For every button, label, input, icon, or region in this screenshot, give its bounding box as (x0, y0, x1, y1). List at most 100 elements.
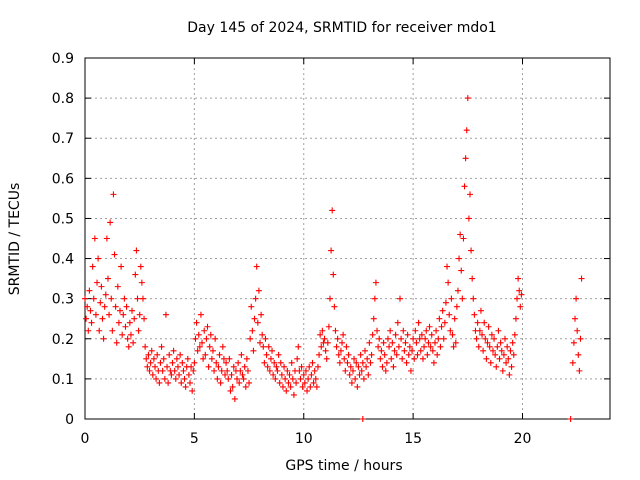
data-point (577, 335, 584, 342)
data-point (284, 367, 291, 374)
data-point (249, 327, 256, 334)
data-point (189, 387, 196, 394)
data-point (157, 359, 164, 366)
data-point (323, 355, 330, 362)
data-point (461, 183, 468, 190)
data-point (195, 331, 202, 338)
data-point (477, 307, 484, 314)
data-point (266, 367, 273, 374)
data-point (401, 347, 408, 354)
data-point (201, 327, 208, 334)
data-point (311, 367, 318, 374)
y-axis-label: SRMTID / TECUs (7, 183, 23, 296)
data-point (471, 311, 478, 318)
data-point (379, 363, 386, 370)
data-point (450, 343, 457, 350)
data-point (160, 355, 167, 362)
data-point (142, 343, 149, 350)
data-point (380, 339, 387, 346)
data-point (515, 275, 522, 282)
data-point (202, 351, 209, 358)
data-point (196, 343, 203, 350)
data-point (381, 351, 388, 358)
data-point (261, 359, 268, 366)
data-point (295, 343, 302, 350)
data-point (327, 295, 333, 302)
data-point (463, 127, 470, 134)
data-point (197, 311, 204, 318)
data-point (192, 335, 199, 342)
data-point (400, 327, 407, 334)
data-point (131, 315, 138, 322)
data-point (125, 343, 132, 350)
data-point (218, 367, 225, 374)
data-point (417, 347, 424, 354)
data-point (248, 303, 255, 310)
data-point (199, 339, 206, 346)
data-point (86, 287, 93, 294)
data-point-isolated (567, 416, 574, 422)
data-point (518, 291, 525, 298)
data-point (403, 359, 410, 366)
data-point (161, 375, 168, 382)
data-point (307, 383, 314, 390)
data-point (230, 363, 237, 370)
data-point (241, 363, 248, 370)
data-point (360, 375, 367, 382)
data-point (226, 355, 233, 362)
data-series-mdo1 (82, 95, 585, 422)
data-point (120, 311, 127, 318)
data-point (305, 375, 312, 382)
data-point (288, 359, 295, 366)
data-point (253, 263, 260, 270)
data-point (576, 367, 583, 374)
data-point (321, 335, 328, 342)
data-point (182, 383, 189, 390)
data-point (488, 331, 495, 338)
data-point (258, 311, 265, 318)
data-point (178, 379, 185, 386)
data-point (448, 295, 455, 302)
data-point (367, 359, 374, 366)
data-point (246, 379, 253, 386)
data-point (499, 367, 506, 374)
data-point (289, 375, 296, 382)
data-point (84, 303, 91, 310)
x-tick-label: 10 (295, 431, 313, 447)
data-point-isolated (359, 416, 366, 422)
data-point (229, 383, 236, 390)
data-point (203, 335, 210, 342)
data-point (412, 327, 419, 334)
data-point (283, 387, 290, 394)
data-point (393, 351, 400, 358)
data-point (570, 339, 577, 346)
data-point (150, 355, 157, 362)
data-point (83, 315, 90, 322)
data-point (138, 279, 145, 286)
y-tick-label: 0.2 (52, 332, 74, 348)
data-point (506, 371, 513, 378)
data-point (439, 307, 446, 314)
data-point (152, 363, 158, 370)
data-point (181, 375, 188, 382)
data-point (516, 287, 523, 294)
data-point (500, 351, 507, 358)
data-point (508, 363, 515, 370)
data-point (240, 375, 247, 382)
data-point (133, 247, 140, 254)
data-point (299, 383, 306, 390)
data-point (96, 327, 103, 334)
data-point (507, 347, 514, 354)
data-point (364, 355, 371, 362)
data-point (204, 323, 211, 330)
data-point (118, 263, 125, 270)
data-point (290, 391, 297, 398)
data-point (293, 379, 300, 386)
data-point (154, 351, 161, 358)
data-point (386, 343, 393, 350)
data-point (225, 375, 232, 382)
data-point (569, 359, 576, 366)
data-point (453, 303, 460, 310)
data-point (174, 363, 181, 370)
data-point (419, 355, 426, 362)
